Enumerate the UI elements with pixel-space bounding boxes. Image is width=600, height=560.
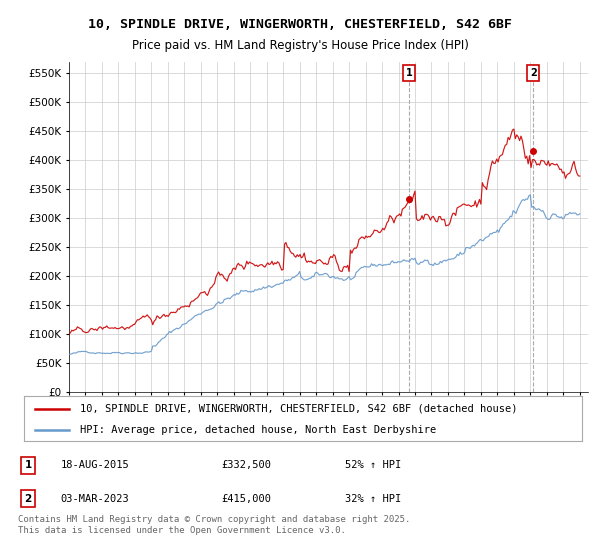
- Text: 10, SPINDLE DRIVE, WINGERWORTH, CHESTERFIELD, S42 6BF: 10, SPINDLE DRIVE, WINGERWORTH, CHESTERF…: [88, 18, 512, 31]
- Text: 2: 2: [530, 68, 536, 78]
- Text: 10, SPINDLE DRIVE, WINGERWORTH, CHESTERFIELD, S42 6BF (detached house): 10, SPINDLE DRIVE, WINGERWORTH, CHESTERF…: [80, 404, 517, 414]
- Text: 52% ↑ HPI: 52% ↑ HPI: [345, 460, 401, 470]
- Text: 03-MAR-2023: 03-MAR-2023: [60, 493, 129, 503]
- Text: Price paid vs. HM Land Registry's House Price Index (HPI): Price paid vs. HM Land Registry's House …: [131, 39, 469, 52]
- Text: 32% ↑ HPI: 32% ↑ HPI: [345, 493, 401, 503]
- Text: £332,500: £332,500: [221, 460, 271, 470]
- Text: £415,000: £415,000: [221, 493, 271, 503]
- Text: Contains HM Land Registry data © Crown copyright and database right 2025.
This d: Contains HM Land Registry data © Crown c…: [18, 515, 410, 535]
- Text: 2: 2: [25, 493, 32, 503]
- Text: HPI: Average price, detached house, North East Derbyshire: HPI: Average price, detached house, Nort…: [80, 424, 436, 435]
- Text: 1: 1: [25, 460, 32, 470]
- Text: 18-AUG-2015: 18-AUG-2015: [60, 460, 129, 470]
- Text: 1: 1: [406, 68, 412, 78]
